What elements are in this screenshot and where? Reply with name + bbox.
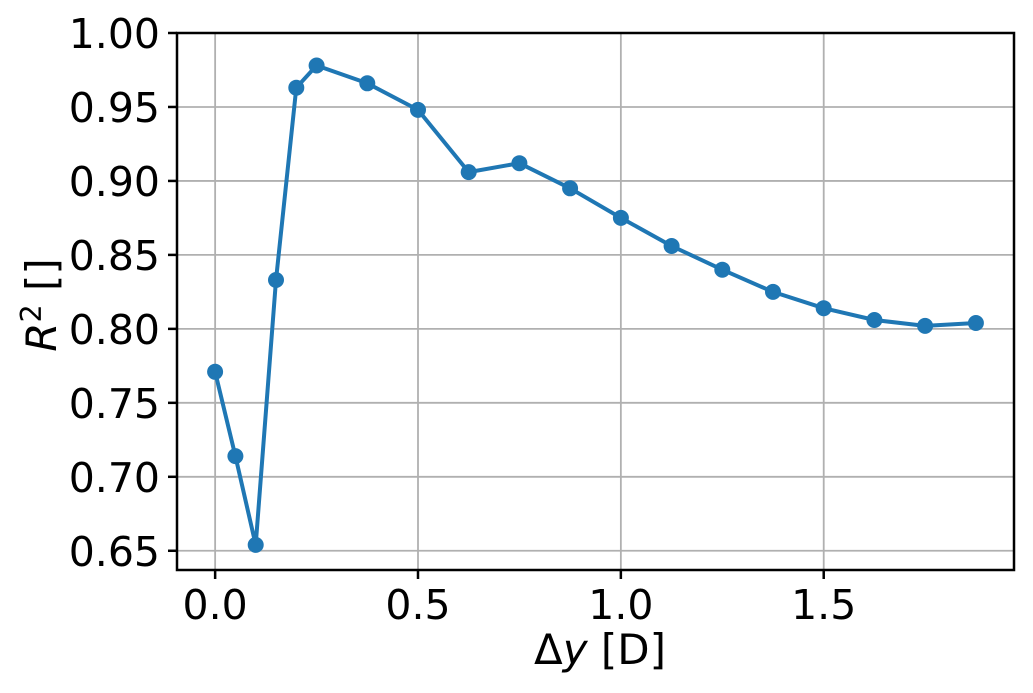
y-axis-symbol: R bbox=[17, 322, 66, 352]
x-tick-label: 1.5 bbox=[791, 581, 856, 629]
x-tick-label: 1.0 bbox=[588, 581, 653, 629]
y-axis-label: R2 [] bbox=[14, 258, 66, 352]
x-axis-symbol: y bbox=[562, 625, 588, 674]
y-tick-label: 0.80 bbox=[69, 306, 160, 354]
data-point bbox=[288, 79, 305, 96]
y-tick-label: 0.65 bbox=[69, 528, 160, 576]
data-point bbox=[308, 57, 325, 74]
y-axis-superscript: 2 bbox=[14, 304, 48, 323]
y-tick-label: 1.00 bbox=[69, 10, 160, 58]
data-point bbox=[866, 312, 883, 328]
data-point bbox=[612, 209, 629, 226]
data-point bbox=[815, 300, 832, 317]
y-tick-label: 0.95 bbox=[69, 84, 160, 132]
y-tick-label: 0.75 bbox=[69, 380, 160, 428]
y-tick-label: 0.85 bbox=[69, 232, 160, 280]
data-point bbox=[207, 363, 224, 380]
series-line bbox=[213, 63, 978, 547]
x-axis-delta: Δ bbox=[533, 625, 563, 674]
x-tick-label: 0.5 bbox=[385, 581, 450, 629]
data-point bbox=[247, 536, 264, 553]
data-point bbox=[714, 261, 731, 278]
data-point bbox=[410, 101, 426, 118]
data-point bbox=[227, 448, 244, 465]
x-axis-unit: [D] bbox=[587, 625, 667, 674]
data-point bbox=[460, 164, 477, 181]
data-point bbox=[359, 75, 376, 92]
data-point bbox=[917, 317, 934, 334]
data-point bbox=[663, 238, 680, 254]
data-point bbox=[562, 180, 579, 197]
plot-frame bbox=[175, 31, 1016, 572]
data-point bbox=[268, 272, 284, 288]
data-point bbox=[765, 283, 781, 300]
y-tick-label: 0.90 bbox=[69, 158, 160, 206]
y-tick-label: 0.70 bbox=[69, 454, 160, 502]
x-axis-label: Δy [D] bbox=[534, 629, 666, 671]
data-point bbox=[967, 315, 984, 331]
data-point bbox=[511, 155, 528, 172]
x-tick-label: 0.0 bbox=[183, 581, 248, 629]
y-axis-unit: [] bbox=[17, 258, 66, 305]
